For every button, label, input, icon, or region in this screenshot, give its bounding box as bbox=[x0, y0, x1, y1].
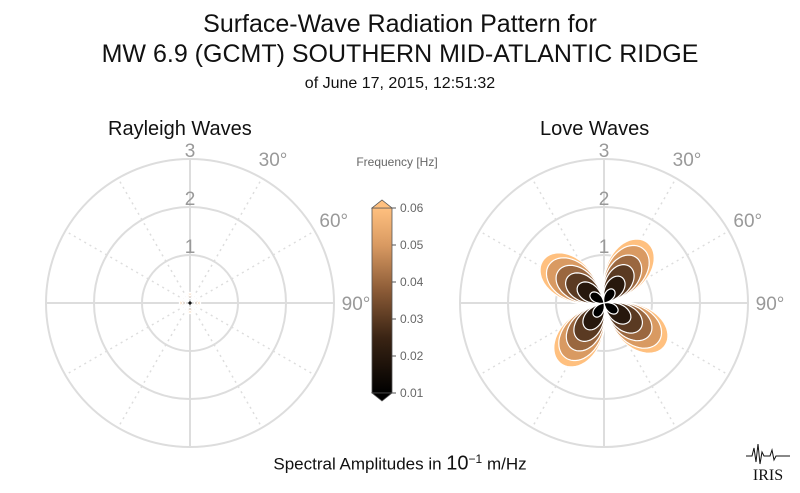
love-pattern-0.01 bbox=[589, 288, 619, 318]
rayleigh-panel-title: Rayleigh Waves bbox=[108, 118, 252, 140]
colorbar-extend-min bbox=[370, 392, 394, 402]
colorbar-tick-label: 0.06 bbox=[400, 201, 424, 215]
angle-tick-label: 30° bbox=[673, 150, 702, 171]
chart-subtitle-date: of June 17, 2015, 12:51:32 bbox=[304, 75, 496, 92]
colorbar-tick-label: 0.01 bbox=[400, 386, 424, 400]
rayleigh-polar-plot: 1 2 3 30° 60° 90° bbox=[45, 141, 371, 448]
radial-tick-label: 3 bbox=[599, 141, 610, 162]
radial-tick-label: 1 bbox=[599, 237, 610, 258]
polar-spoke bbox=[189, 177, 263, 304]
radial-tick-label: 3 bbox=[185, 141, 196, 162]
polar-spoke bbox=[117, 302, 191, 429]
polar-spoke bbox=[64, 302, 191, 376]
love-panel-title: Love Waves bbox=[540, 118, 650, 140]
svg-text:IRIS: IRIS bbox=[753, 467, 783, 484]
polar-spoke bbox=[117, 177, 191, 304]
angle-tick-label: 30° bbox=[259, 150, 288, 171]
polar-spoke bbox=[189, 302, 316, 376]
angle-tick-label: 90° bbox=[342, 294, 371, 315]
polar-spoke bbox=[189, 302, 263, 429]
colorbar-gradient bbox=[371, 207, 393, 394]
polar-spoke bbox=[189, 230, 316, 304]
radial-tick-label: 2 bbox=[599, 189, 610, 210]
frequency-colorbar: 0.01 0.02 0.03 0.04 0.05 0.06 bbox=[370, 199, 424, 402]
colorbar-tick-label: 0.05 bbox=[400, 238, 424, 252]
love-polar-plot: 1 2 3 30° 60° 90° bbox=[459, 141, 785, 448]
radial-tick-label: 2 bbox=[185, 189, 196, 210]
chart-title-event: MW 6.9 (GCMT) SOUTHERN MID-ATLANTIC RIDG… bbox=[101, 40, 699, 68]
radial-tick-label: 1 bbox=[185, 237, 196, 258]
rayleigh-pattern-0.01 bbox=[186, 299, 194, 307]
colorbar-label: Frequency [Hz] bbox=[356, 155, 438, 169]
polar-spoke bbox=[64, 230, 191, 304]
colorbar-tick-label: 0.02 bbox=[400, 349, 424, 363]
amplitude-units-label: Spectral Amplitudes in 10−1 m/Hz bbox=[273, 452, 527, 475]
colorbar-extend-max bbox=[370, 199, 394, 209]
colorbar-tick-label: 0.03 bbox=[400, 312, 424, 326]
angle-tick-label: 60° bbox=[319, 211, 348, 232]
chart-title: Surface-Wave Radiation Pattern for bbox=[203, 10, 597, 38]
angle-tick-label: 60° bbox=[733, 211, 762, 232]
angle-tick-label: 90° bbox=[756, 294, 785, 315]
iris-logo: IRIS bbox=[746, 443, 790, 484]
colorbar-tick-label: 0.04 bbox=[400, 275, 424, 289]
